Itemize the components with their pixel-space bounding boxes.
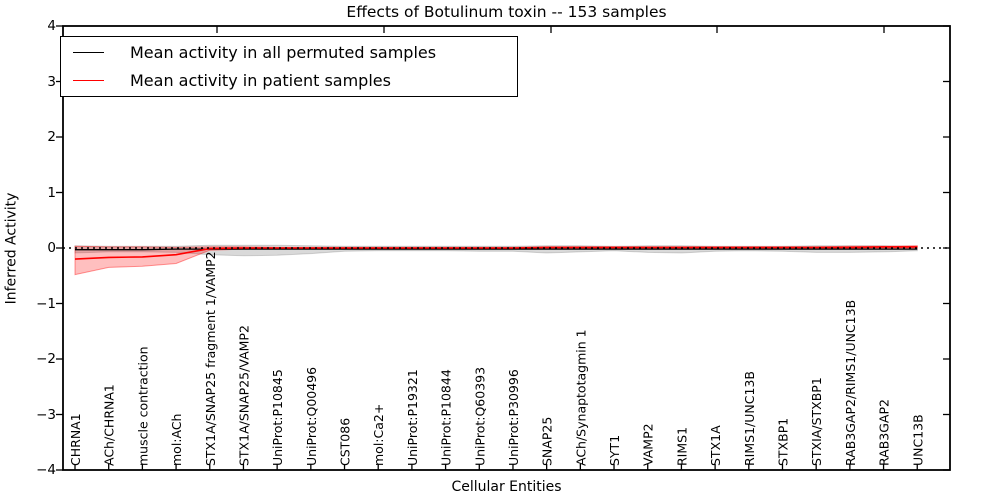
y-tick-label: 1 bbox=[47, 184, 56, 201]
x-tick-label: RIMS1/UNC13B bbox=[742, 371, 757, 466]
x-tick-label: STXBP1 bbox=[775, 418, 790, 466]
y-tick-label: −2 bbox=[36, 351, 56, 367]
x-tick-label: CST086 bbox=[338, 418, 353, 466]
x-tick-label: SYT1 bbox=[607, 435, 622, 466]
x-tick-label: ACh/CHRNA1 bbox=[102, 384, 117, 466]
legend: Mean activity in all permuted samples Me… bbox=[60, 36, 518, 97]
x-tick-label: RIMS1 bbox=[674, 427, 689, 466]
x-tick-label: STX1A bbox=[708, 425, 723, 466]
y-tick-label: −4 bbox=[36, 462, 56, 478]
x-tick-label: UniProt:P10845 bbox=[270, 369, 285, 466]
x-axis-label: Cellular Entities bbox=[451, 479, 562, 495]
x-tick-label: VAMP2 bbox=[641, 423, 656, 466]
x-tick-label: mol:ACh bbox=[169, 414, 184, 467]
y-tick-label: 2 bbox=[47, 129, 56, 145]
x-tick-label: RAB3GAP2/RIMS1/UNC13B bbox=[843, 300, 858, 466]
x-tick-label: CHRNA1 bbox=[68, 413, 83, 466]
y-tick-label: 3 bbox=[47, 73, 56, 90]
x-tick-label: STX1A/SNAP25/VAMP2 bbox=[236, 325, 251, 466]
x-tick-label: ACh/Synaptotagmin 1 bbox=[573, 329, 588, 466]
x-tick-label: STXIA/STXBP1 bbox=[809, 377, 824, 466]
legend-entry-permuted: Mean activity in all permuted samples bbox=[61, 39, 517, 65]
y-tick-label: −1 bbox=[36, 295, 56, 312]
legend-line-sample-permuted-icon bbox=[73, 51, 104, 53]
y-tick-label: −3 bbox=[36, 406, 56, 423]
x-tick-label: mol:Ca2+ bbox=[371, 404, 386, 466]
x-tick-label: UniProt:P30996 bbox=[506, 369, 521, 466]
legend-line-sample-patient-icon bbox=[73, 80, 104, 82]
x-tick-label: UniProt:P19321 bbox=[405, 369, 420, 466]
legend-label-patient: Mean activity in patient samples bbox=[130, 71, 391, 91]
x-tick-label: STX1A/SNAP25 fragment 1/VAMP2 bbox=[203, 251, 218, 466]
x-tick-label: UniProt:Q00496 bbox=[304, 367, 319, 466]
chart-title: Effects of Botulinum toxin -- 153 sample… bbox=[346, 3, 667, 21]
legend-label-permuted: Mean activity in all permuted samples bbox=[130, 42, 437, 62]
plot-artists bbox=[63, 244, 950, 276]
plot-border bbox=[62, 25, 951, 471]
x-tick-label: UNC13B bbox=[910, 414, 925, 466]
x-tick-label: UniProt:Q60393 bbox=[472, 367, 487, 466]
y-tick-label: 0 bbox=[47, 240, 56, 256]
legend-entry-patient: Mean activity in patient samples bbox=[61, 68, 517, 94]
x-tick-label: SNAP25 bbox=[540, 417, 555, 466]
x-tick-label: muscle contraction bbox=[135, 346, 150, 466]
y-tick-label: 4 bbox=[47, 18, 56, 34]
x-tick-label: UniProt:P10844 bbox=[439, 369, 454, 466]
x-tick-label: RAB3GAP2 bbox=[877, 399, 892, 466]
